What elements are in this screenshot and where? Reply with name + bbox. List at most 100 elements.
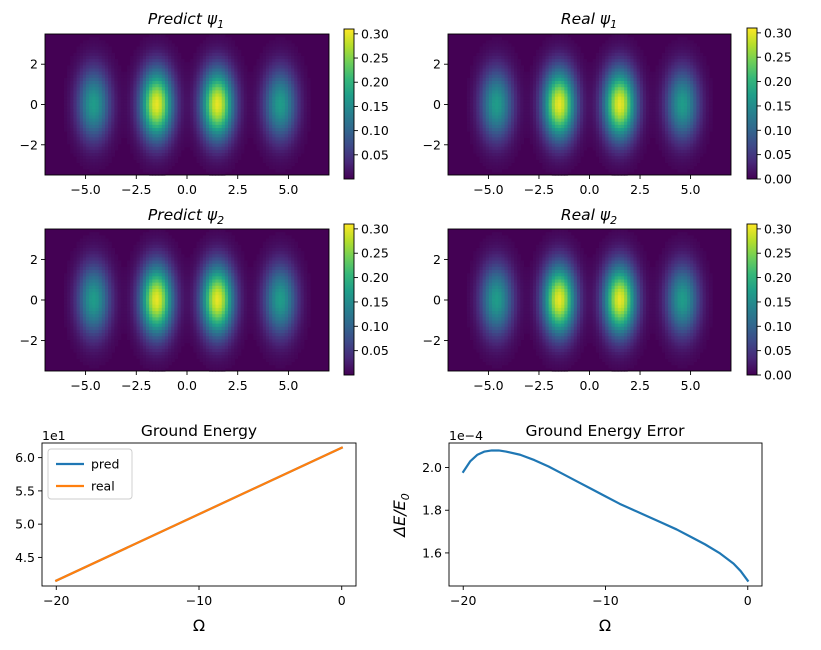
heatmap-cell	[652, 87, 657, 91]
heatmap-cell	[114, 68, 119, 73]
heatmap-cell	[142, 52, 147, 57]
heatmap-cells	[466, 34, 713, 176]
heatmap-cell	[145, 77, 150, 82]
heatmap-cell	[702, 62, 707, 66]
heatmap-cell	[218, 134, 223, 138]
heatmap-cell	[76, 146, 81, 151]
heatmap-cell	[193, 93, 198, 98]
heatmap-cell	[498, 84, 503, 88]
heatmap-cell	[306, 128, 311, 132]
heatmap-cell	[155, 90, 160, 95]
heatmap-cell	[580, 52, 584, 57]
heatmap-cell	[661, 62, 666, 66]
heatmap-cell	[95, 140, 100, 145]
heatmap-cell	[658, 77, 663, 82]
heatmap-cell	[215, 131, 220, 135]
heatmap-cell	[275, 162, 280, 167]
heatmap-cell	[193, 52, 198, 57]
heatmap-cell	[155, 162, 160, 167]
heatmap-cell	[136, 121, 141, 126]
heatmap-cell	[177, 128, 182, 132]
heatmap-cell	[303, 77, 308, 82]
heatmap-cell	[492, 37, 496, 41]
heatmap-cell	[67, 81, 71, 85]
heatmap-cell	[149, 46, 153, 51]
heatmap-cell	[190, 65, 194, 70]
heatmap-cell	[95, 52, 100, 57]
heatmap-cell	[224, 43, 229, 48]
heatmap-cell	[602, 55, 606, 60]
heatmap-cell	[104, 153, 109, 157]
heatmap-cell	[705, 74, 710, 79]
heatmap-cell	[514, 81, 518, 85]
heatmap-cell	[510, 71, 515, 76]
heatmap-cell	[193, 124, 198, 129]
heatmap-cell	[231, 143, 235, 148]
heatmap-cell	[155, 93, 160, 98]
heatmap-cell	[139, 118, 144, 123]
heatmap-cell	[554, 77, 559, 82]
heatmap-cell	[627, 59, 631, 63]
heatmap-cell	[275, 90, 280, 95]
heatmap-cell	[152, 102, 157, 107]
heatmap-cell	[152, 43, 157, 48]
heatmap-cell	[89, 84, 93, 88]
heatmap-cell	[136, 81, 141, 85]
heatmap-cell	[479, 81, 484, 85]
heatmap-cell	[262, 87, 267, 91]
heatmap-cell	[145, 128, 150, 132]
heatmap-cell	[492, 90, 496, 95]
heatmap-cell	[101, 55, 106, 60]
heatmap-cell	[168, 149, 172, 154]
heatmap-cell	[174, 62, 179, 66]
heatmap-cell	[529, 68, 534, 73]
heatmap-cell	[294, 77, 299, 82]
heatmap-cell	[664, 46, 669, 51]
heatmap-cell	[253, 71, 258, 76]
heatmap-cell	[284, 128, 289, 132]
heatmap-cell	[120, 131, 125, 135]
heatmap-cell	[89, 99, 93, 104]
heatmap-cell	[306, 118, 311, 123]
heatmap-cell	[595, 52, 600, 57]
heatmap-cell	[488, 77, 493, 82]
heatmap-cell	[300, 68, 305, 73]
heatmap-cell	[564, 40, 569, 44]
heatmap-cell	[158, 93, 163, 98]
heatmap-cell	[76, 62, 81, 66]
heatmap-cell	[117, 65, 122, 70]
panel-real-psi1: Real ψ1 −5.0 −2.5 0.0 2.5 5.020−2 0.300.250.…	[423, 10, 792, 197]
heatmap-cell	[231, 109, 235, 113]
heatmap-cell	[284, 65, 289, 70]
heatmap-cell	[686, 90, 691, 95]
heatmap-cell	[664, 77, 669, 82]
heatmap-cell	[297, 93, 302, 98]
heatmap-cell	[199, 90, 204, 95]
heatmap-cell	[177, 68, 182, 73]
heatmap-cell	[142, 143, 147, 148]
heatmap-cell	[488, 81, 493, 85]
heatmap-cell	[539, 46, 543, 51]
heatmap-cell	[275, 121, 280, 126]
heatmap-cell	[215, 124, 220, 129]
heatmap-cell	[690, 77, 694, 82]
heatmap-cell	[224, 59, 229, 63]
heatmap-cell	[473, 68, 477, 73]
heatmap-cell	[492, 52, 496, 57]
heatmap-cell	[554, 49, 559, 54]
heatmap-cell	[95, 106, 100, 110]
heatmap-cell	[202, 146, 207, 151]
heatmap-cell	[294, 49, 299, 54]
heatmap-cell	[136, 68, 141, 73]
heatmap-cell	[95, 81, 100, 85]
heatmap-cell	[104, 118, 109, 123]
heatmap-cell	[620, 71, 625, 76]
heatmap-cell	[171, 93, 175, 98]
heatmap-cell	[291, 134, 295, 138]
heatmap-cell	[256, 84, 261, 88]
heatmap-cell	[548, 55, 553, 60]
heatmap-cell	[558, 37, 562, 41]
heatmap-cell	[92, 159, 97, 164]
heatmap-cell	[265, 102, 270, 107]
heatmap-cell	[215, 109, 220, 113]
